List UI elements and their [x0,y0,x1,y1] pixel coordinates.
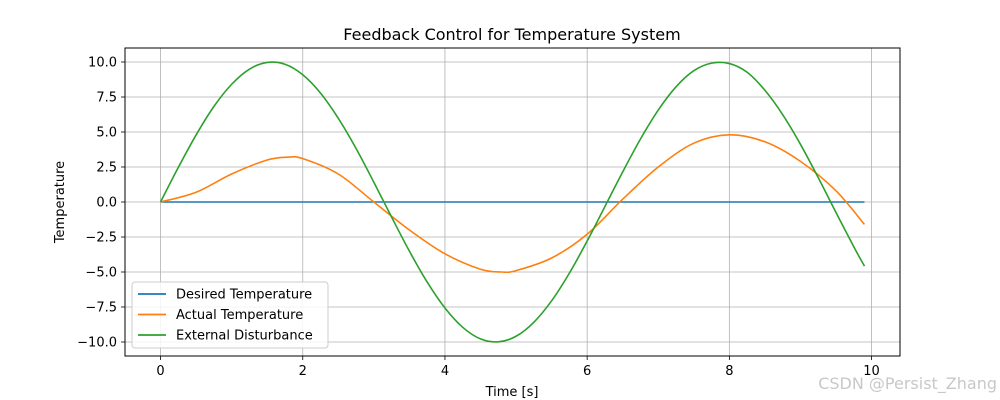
y-tick-label: −5.0 [85,266,117,281]
legend-label-desired-temperature: Desired Temperature [176,288,312,303]
y-tick-label: −2.5 [85,231,117,246]
x-tick-label: 4 [441,364,449,379]
axis-ticks: 0 2 4 6 8 10 −10.0 −7.5 −5.0 −2.5 0.0 2.5 5.0 7.5 10.0 [77,56,880,380]
x-axis-label: Time [s] [485,385,539,400]
plot-series [159,61,866,343]
chart-title: Feedback Control for Temperature System [343,25,680,44]
y-tick-label: 2.5 [96,161,117,176]
x-tick-label: 10 [863,364,880,379]
x-tick-label: 6 [583,364,591,379]
series-line-actual-temperature [160,133,866,274]
y-tick-label: −7.5 [85,301,117,316]
y-tick-label: −10.0 [77,336,117,351]
y-tick-label: 10.0 [88,56,117,71]
watermark-text: CSDN @Persist_Zhang [818,374,997,394]
x-tick-label: 8 [725,364,733,379]
series-line-external-disturbance [159,61,866,343]
x-tick-label: 2 [299,364,307,379]
y-axis-label: Temperature [53,161,68,244]
x-tick-label: 0 [156,364,164,379]
legend: Desired Temperature Actual Temperature Ext… [131,281,329,349]
legend-box [131,281,329,349]
y-tick-label: 5.0 [96,126,117,141]
y-tick-label: 7.5 [96,91,117,106]
legend-label-actual-temperature: Actual Temperature [176,308,303,323]
legend-label-external-disturbance: External Disturbance [176,329,313,344]
y-tick-label: 0.0 [96,196,117,211]
